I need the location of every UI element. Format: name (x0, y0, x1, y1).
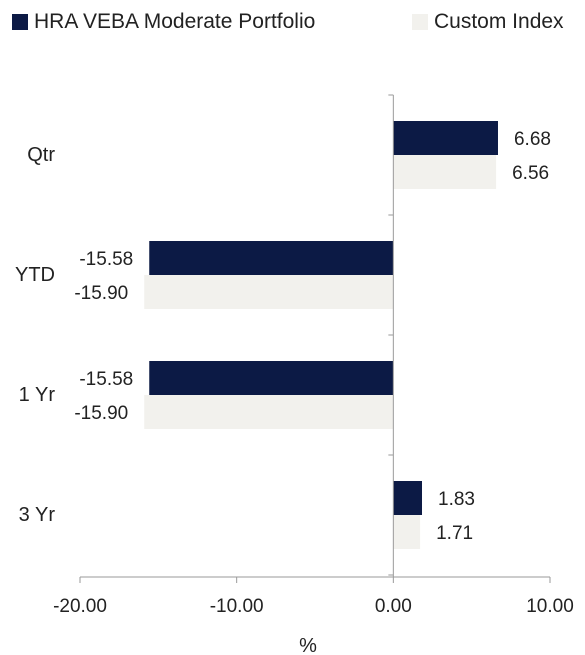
bar-ytd-portfolio (149, 241, 394, 275)
value-label-ytd-portfolio: -15.58 (79, 249, 133, 270)
x-tick-label: 10.00 (526, 596, 574, 617)
legend-item-portfolio: HRA VEBA Moderate Portfolio (12, 10, 315, 34)
x-tick-label: -20.00 (53, 596, 107, 617)
value-label-1-yr-index: -15.90 (74, 403, 128, 424)
value-label-qtr-portfolio: 6.68 (514, 129, 551, 150)
legend-label-portfolio: HRA VEBA Moderate Portfolio (34, 10, 316, 33)
category-label-ytd: YTD (15, 264, 55, 286)
value-label-1-yr-portfolio: -15.58 (79, 369, 133, 390)
bar-1-yr-portfolio (149, 361, 394, 395)
legend-item-index: Custom Index (412, 10, 564, 34)
bar-1-yr-index (144, 395, 394, 429)
bar-ytd-index (144, 275, 394, 309)
bar-qtr-index (393, 155, 497, 189)
bar-qtr-portfolio (393, 121, 498, 155)
legend-swatch-index (412, 14, 428, 30)
bar-3-yr-index (393, 515, 421, 549)
x-axis-title: % (299, 635, 317, 655)
legend-swatch-portfolio (12, 14, 28, 30)
bar-3-yr-portfolio (393, 481, 423, 515)
legend-label-index: Custom Index (434, 10, 564, 33)
x-tick-label: -10.00 (210, 596, 264, 617)
category-label-3-yr: 3 Yr (19, 504, 56, 526)
legend: HRA VEBA Moderate Portfolio Custom Index (0, 10, 585, 40)
category-label-1-yr: 1 Yr (19, 384, 56, 406)
category-label-qtr: Qtr (27, 144, 55, 166)
x-tick-label: 0.00 (375, 596, 412, 617)
value-label-ytd-index: -15.90 (74, 283, 128, 304)
value-label-3-yr-portfolio: 1.83 (438, 489, 475, 510)
value-label-qtr-index: 6.56 (512, 163, 549, 184)
value-label-3-yr-index: 1.71 (436, 523, 473, 544)
